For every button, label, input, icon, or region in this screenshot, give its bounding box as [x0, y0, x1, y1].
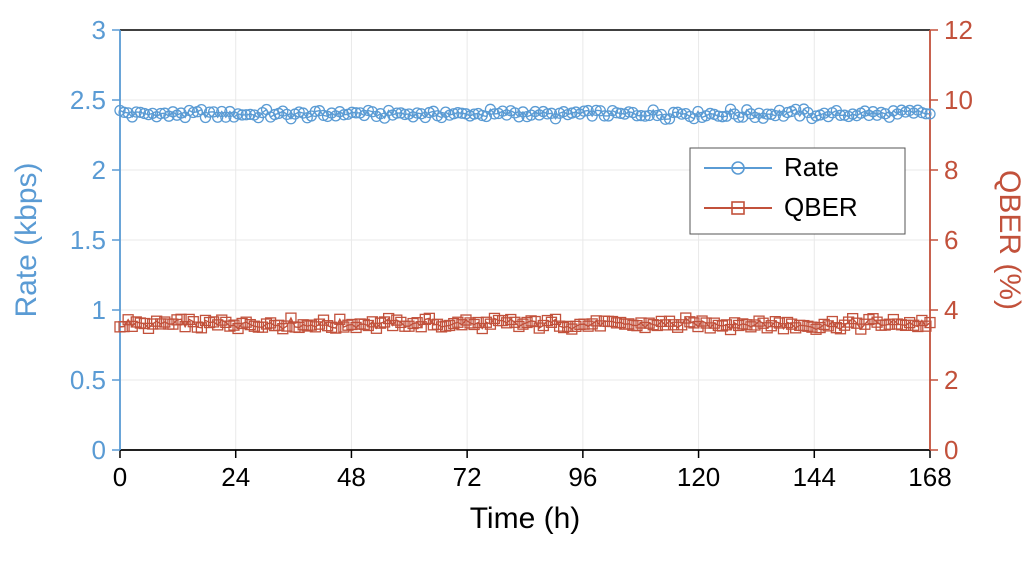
y-right-tick-label: 0 — [944, 435, 958, 465]
y-left-tick-label: 2 — [92, 155, 106, 185]
y-right-tick-label: 4 — [944, 295, 958, 325]
x-tick-label: 168 — [908, 462, 951, 492]
x-tick-label: 144 — [793, 462, 836, 492]
chart-container: 024487296120144168Time (h)00.511.522.53R… — [0, 0, 1024, 566]
y-left-tick-label: 0.5 — [70, 365, 106, 395]
x-tick-label: 72 — [453, 462, 482, 492]
y-left-tick-label: 2.5 — [70, 85, 106, 115]
y-left-tick-label: 3 — [92, 15, 106, 45]
legend-label-rate: Rate — [784, 152, 839, 182]
y-right-tick-label: 6 — [944, 225, 958, 255]
y-left-tick-label: 0 — [92, 435, 106, 465]
x-tick-label: 24 — [221, 462, 250, 492]
legend-label-qber: QBER — [784, 192, 858, 222]
x-tick-label: 96 — [568, 462, 597, 492]
y-left-tick-label: 1.5 — [70, 225, 106, 255]
y-right-axis-label: QBER (%) — [993, 170, 1024, 310]
y-right-tick-label: 12 — [944, 15, 973, 45]
y-right-tick-label: 8 — [944, 155, 958, 185]
x-tick-label: 120 — [677, 462, 720, 492]
dual-axis-chart: 024487296120144168Time (h)00.511.522.53R… — [0, 0, 1024, 566]
legend: Rate QBER — [690, 148, 905, 234]
x-tick-label: 48 — [337, 462, 366, 492]
y-left-tick-label: 1 — [92, 295, 106, 325]
y-right-tick-label: 10 — [944, 85, 973, 115]
x-tick-label: 0 — [113, 462, 127, 492]
y-left-axis-label: Rate (kbps) — [10, 162, 43, 317]
x-axis-label: Time (h) — [470, 502, 581, 535]
y-right-tick-label: 2 — [944, 365, 958, 395]
